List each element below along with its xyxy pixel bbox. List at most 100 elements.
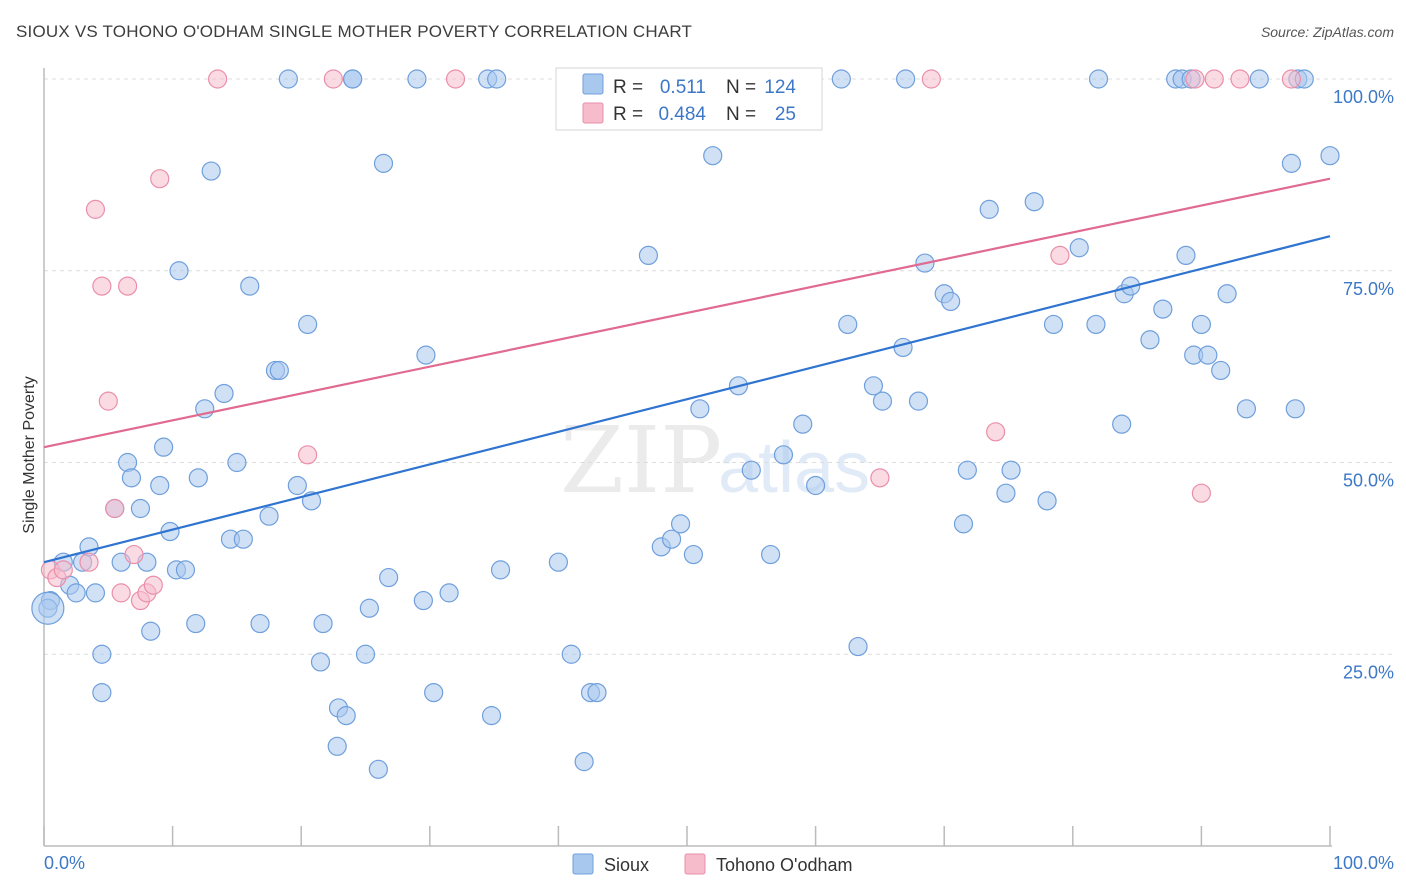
sioux-point — [1153, 299, 1173, 319]
sioux-point — [773, 445, 794, 465]
sioux-point — [373, 153, 394, 173]
sioux-point — [186, 613, 206, 634]
sioux-point — [760, 544, 781, 565]
sioux-point — [175, 560, 196, 580]
sioux-point — [424, 682, 444, 703]
sioux-point — [259, 506, 279, 526]
sioux-point — [1086, 314, 1106, 335]
legend-swatch-sioux — [572, 853, 594, 875]
sioux-point — [831, 69, 851, 89]
sioux-point — [1198, 345, 1218, 365]
tohono-point — [111, 583, 131, 603]
tohono-point — [1185, 69, 1205, 89]
sioux-point — [355, 644, 376, 664]
grid — [44, 78, 1394, 655]
sioux-point-large — [31, 591, 65, 625]
tohono-point — [298, 445, 318, 465]
tohono-point — [124, 544, 144, 565]
sioux-point — [343, 69, 363, 89]
tohono-point — [53, 560, 73, 580]
sioux-point — [121, 468, 142, 488]
sioux-point — [1176, 245, 1196, 266]
sioux-point — [805, 475, 826, 496]
tohono-point — [986, 422, 1006, 442]
sioux-point — [298, 314, 318, 335]
sioux-point — [893, 337, 913, 358]
sioux-point — [416, 345, 436, 365]
sioux-point — [359, 598, 379, 618]
sioux-point — [690, 399, 710, 419]
tohono-point — [1230, 69, 1250, 89]
tohono-point — [79, 552, 99, 572]
sioux-point — [1069, 238, 1089, 258]
sioux-point — [1236, 399, 1257, 419]
sioux-point — [703, 146, 723, 166]
stats-r-value-sioux: 0.511 — [660, 77, 706, 98]
tohono-point — [150, 169, 170, 189]
sioux-point — [683, 544, 704, 565]
sioux-point — [941, 291, 961, 312]
tohono-point — [1204, 69, 1224, 89]
sioux-point — [1249, 69, 1269, 89]
sioux-point — [661, 529, 682, 549]
sioux-point — [1281, 153, 1302, 173]
sioux-point — [1043, 314, 1064, 335]
tohono-trend-line — [43, 177, 1331, 449]
sioux-point — [574, 752, 594, 772]
sioux-point — [240, 276, 260, 296]
sioux-point — [214, 383, 234, 404]
stats-legend: R = 0.511 N = 124 R = 0.484 N = 25 — [555, 67, 823, 131]
sioux-point — [587, 682, 607, 703]
stats-r-label-sioux: R = — [613, 77, 643, 98]
stats-legend-swatch-sioux — [582, 73, 604, 95]
sioux-point — [336, 706, 356, 726]
sioux-point — [1037, 491, 1057, 511]
sioux-point — [548, 552, 569, 572]
y-axis-title: Single Mother Poverty — [21, 376, 38, 533]
stats-n-value-sioux: 124 — [764, 77, 796, 98]
sioux-point — [287, 475, 307, 496]
tohono-point — [1050, 245, 1070, 266]
sioux-point — [169, 261, 189, 281]
sioux-point — [201, 161, 221, 181]
sioux-point — [741, 460, 761, 480]
watermark-atlas: atlas — [718, 428, 870, 508]
sioux-point — [490, 560, 511, 580]
sioux-point — [1088, 69, 1109, 89]
sioux-point — [848, 636, 868, 657]
y-tick-label: 100.0% — [1333, 87, 1394, 107]
sioux-point — [872, 391, 893, 411]
tohono-point — [323, 69, 343, 89]
sioux-point — [439, 583, 459, 603]
sioux-point — [85, 583, 106, 603]
sioux-point — [996, 483, 1016, 503]
chart-title: SIOUX VS TOHONO O'ODHAM SINGLE MOTHER PO… — [16, 22, 693, 41]
sioux-point — [313, 613, 333, 634]
tohono-point — [117, 276, 138, 296]
stats-r-label-tohono: R = — [613, 104, 643, 125]
sioux-trend-line — [43, 235, 1331, 564]
sioux-point — [141, 621, 161, 641]
stats-n-label-tohono: N = — [726, 104, 756, 125]
sioux-point — [1112, 414, 1132, 434]
sioux-point — [153, 437, 174, 457]
sioux-point — [1285, 399, 1305, 419]
legend-label-sioux: Sioux — [604, 855, 649, 875]
stats-legend-swatch-tohono — [582, 102, 604, 124]
sioux-point — [1217, 284, 1237, 304]
sioux-point — [66, 583, 86, 603]
legend-label-tohono: Tohono O'odham — [716, 855, 853, 875]
sioux-point — [310, 652, 331, 672]
sioux-point — [979, 199, 999, 219]
sioux-point — [638, 245, 659, 266]
x-tick-label-min: 0.0% — [44, 853, 85, 873]
sioux-point — [413, 590, 433, 611]
tohono-point — [870, 468, 890, 488]
sioux-point — [250, 613, 270, 634]
tohono-point — [208, 69, 228, 89]
sioux-point — [908, 391, 929, 411]
tohono-point — [445, 69, 466, 89]
tohono-point — [921, 69, 941, 89]
sioux-point — [327, 736, 347, 756]
